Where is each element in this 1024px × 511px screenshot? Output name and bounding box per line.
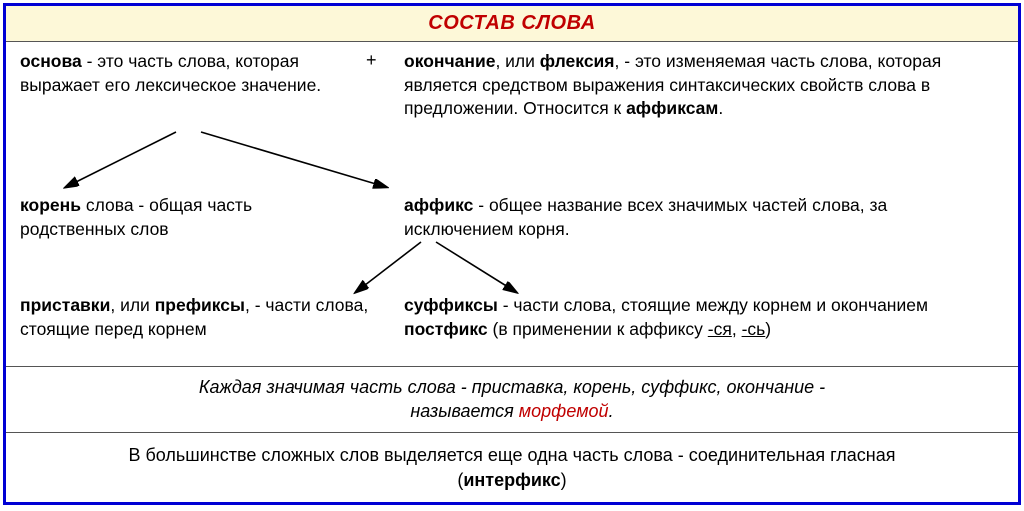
diagram-frame: СОСТАВ СЛОВА основа - это часть слова, к… xyxy=(3,3,1021,505)
title-row: СОСТАВ СЛОВА xyxy=(6,6,1018,42)
bottom-term: интерфикс xyxy=(463,470,560,490)
note-morph: морфемой xyxy=(519,401,609,421)
note-line2a: называется xyxy=(410,401,518,421)
note-dot: . xyxy=(609,401,614,421)
note-line1: Каждая значимая часть слова - приставка,… xyxy=(199,377,825,397)
diagram-title: СОСТАВ СЛОВА xyxy=(428,12,595,34)
bottom-line1: В большинстве сложных слов выделяется ещ… xyxy=(128,445,895,465)
bottom-post: ) xyxy=(561,470,567,490)
note-row: Каждая значимая часть слова - приставка,… xyxy=(6,367,1018,433)
bottom-row: В большинстве сложных слов выделяется ещ… xyxy=(6,433,1018,503)
content-area: основа - это часть слова, которая выража… xyxy=(6,42,1018,367)
arrows-svg xyxy=(6,42,1018,367)
